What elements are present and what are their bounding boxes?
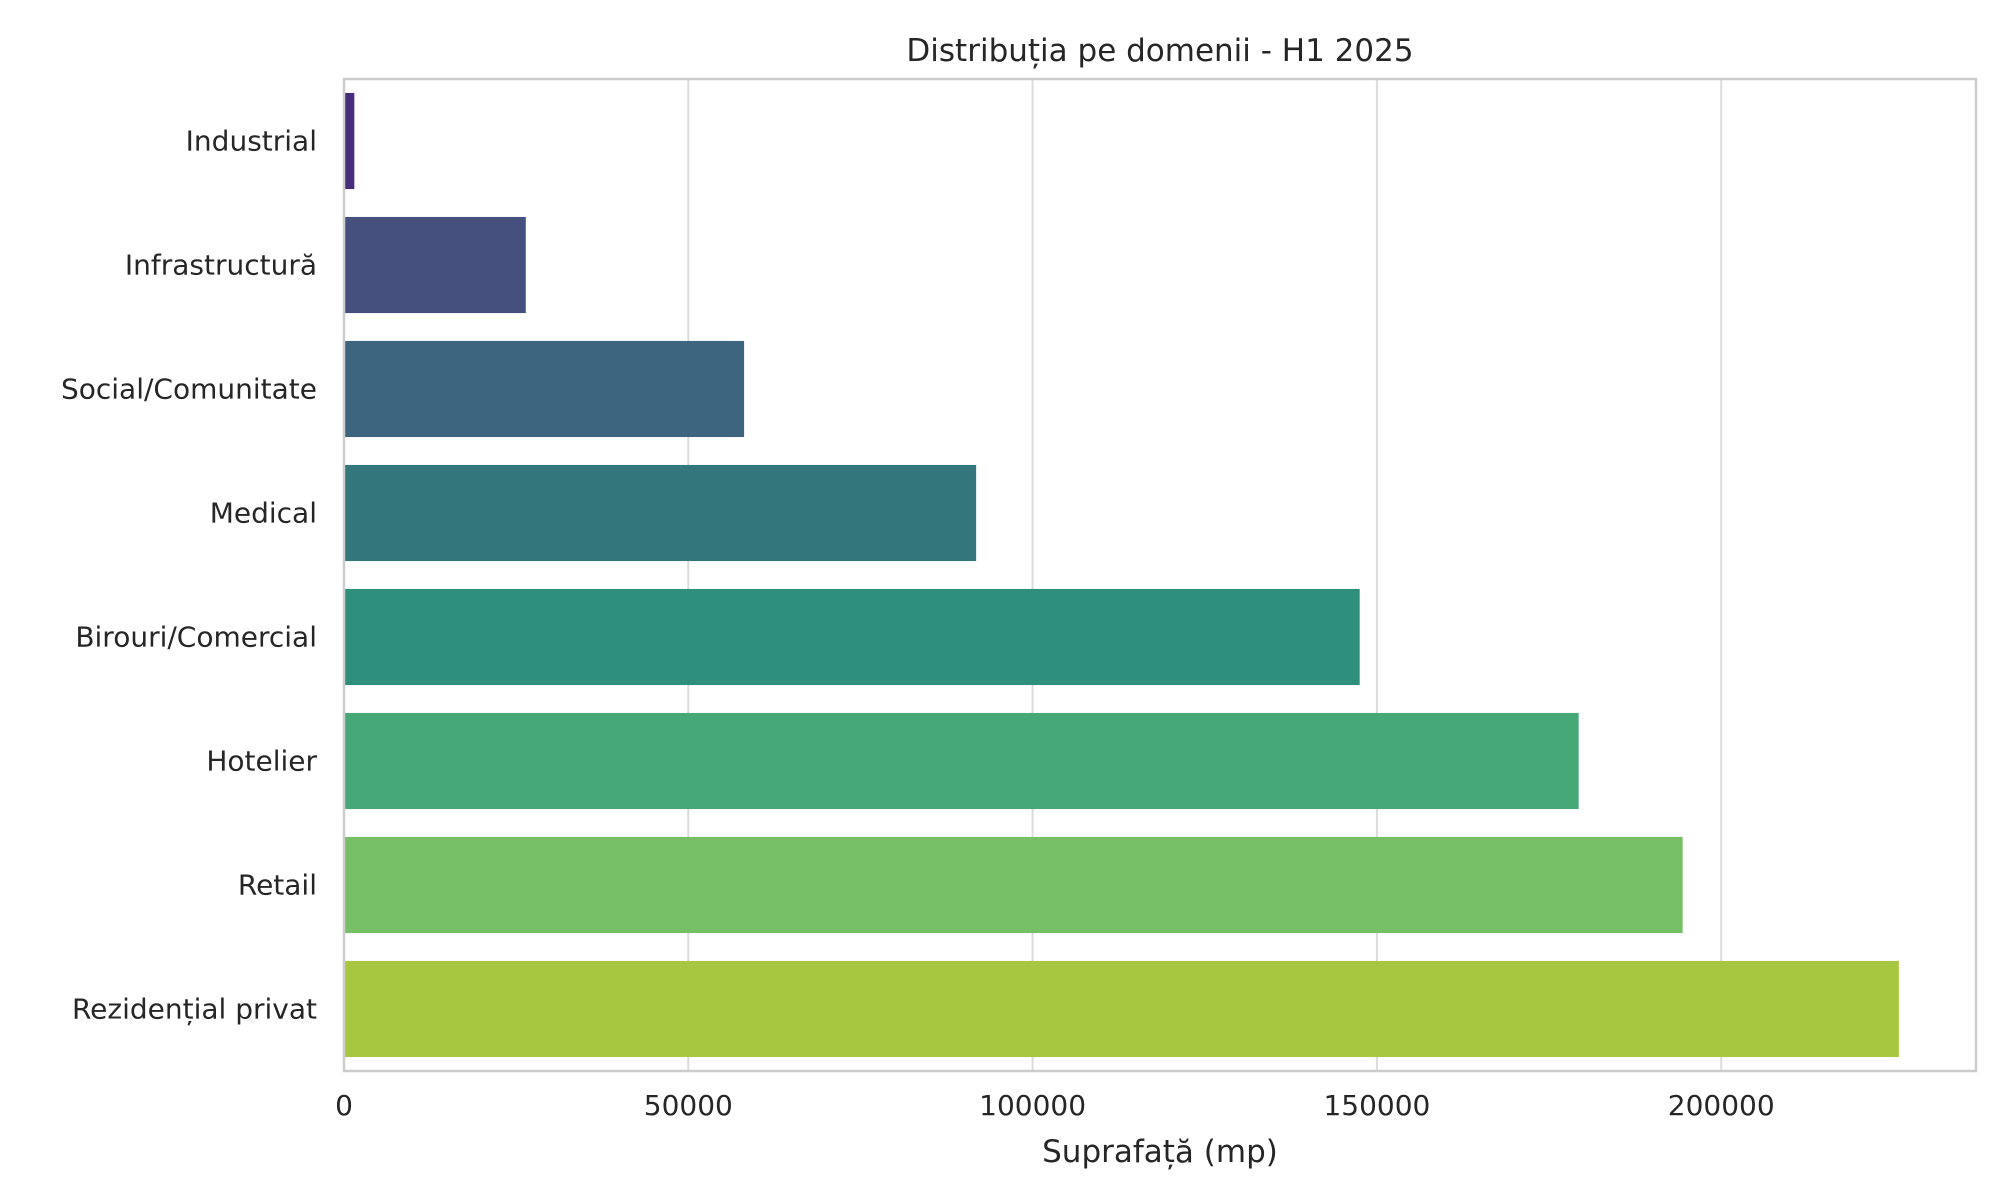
y-tick-labels: Industrial Infrastructură Social/Comunitat… — [61, 125, 318, 1026]
y-tick-label: Industrial — [186, 125, 317, 158]
bar — [344, 92, 355, 190]
bar — [344, 960, 1899, 1058]
y-tick-label: Hotelier — [206, 745, 317, 778]
bar — [344, 340, 745, 438]
bar — [344, 712, 1579, 810]
y-tick-label: Medical — [210, 497, 317, 530]
x-tick-label: 50000 — [644, 1089, 733, 1122]
bar — [344, 836, 1683, 934]
y-tick-label: Infrastructură — [125, 249, 317, 282]
chart-title: Distribuția pe domenii - H1 2025 — [906, 33, 1413, 69]
bar — [344, 216, 526, 314]
x-tick-label: 200000 — [1668, 1089, 1775, 1122]
bar — [344, 588, 1360, 686]
y-tick-label: Retail — [238, 869, 317, 902]
x-tick-label: 0 — [335, 1089, 353, 1122]
x-tick-labels: 0 50000 100000 150000 200000 — [335, 1089, 1775, 1122]
plot-frame — [342, 77, 1978, 1073]
y-tick-label: Social/Comunitate — [61, 373, 317, 406]
bars — [344, 92, 1899, 1058]
x-tick-label: 100000 — [979, 1089, 1086, 1122]
x-tick-label: 150000 — [1323, 1089, 1430, 1122]
x-axis-label: Suprafață (mp) — [1042, 1134, 1278, 1170]
y-tick-label: Birouri/Comercial — [75, 621, 317, 654]
bar — [344, 464, 977, 562]
y-tick-label: Rezidențial privat — [72, 993, 317, 1026]
